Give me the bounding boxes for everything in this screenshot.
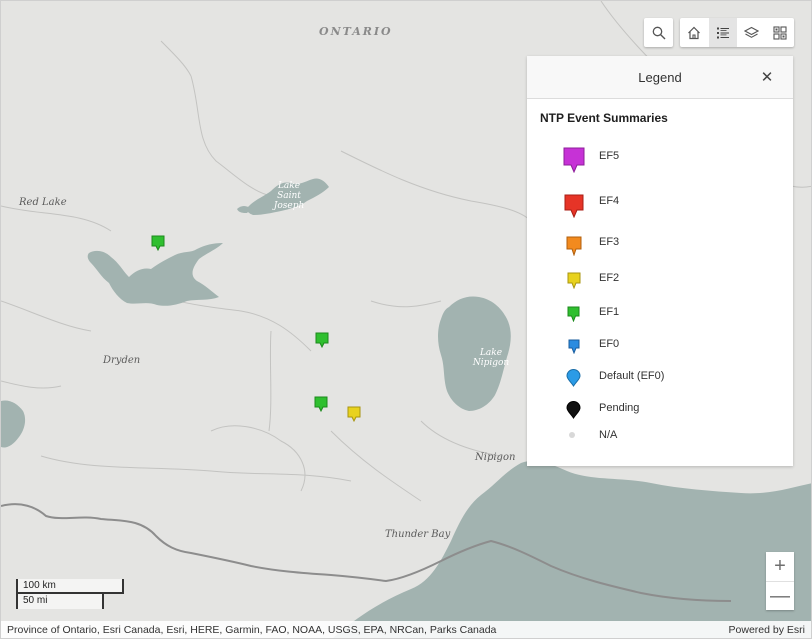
scale-bar-imperial: 50 mi — [16, 594, 104, 609]
lake-label-st-joseph: Lake Saint Joseph — [273, 181, 305, 211]
legend-symbol-ef3 — [566, 236, 582, 256]
search-button[interactable] — [644, 18, 673, 47]
legend-symbol-ef0 — [568, 339, 580, 354]
legend-layer-title: NTP Event Summaries — [540, 111, 668, 125]
home-button[interactable] — [680, 18, 709, 47]
scale-bar-metric: 100 km — [16, 579, 124, 594]
attribution-sources[interactable]: Province of Ontario, Esri Canada, Esri, … — [7, 623, 497, 636]
legend-symbol-default-ef0 — [566, 369, 581, 387]
legend-label-ef2: EF2 — [599, 272, 620, 284]
map-toolbar — [680, 18, 794, 47]
close-icon[interactable]: ✕ — [760, 69, 774, 86]
legend-label-ef1: EF1 — [599, 306, 620, 318]
attribution-bar: Province of Ontario, Esri Canada, Esri, … — [1, 621, 811, 638]
place-label-dryden: Dryden — [103, 355, 141, 366]
basemap-gallery-button[interactable] — [766, 18, 795, 47]
place-label-red-lake: Red Lake — [19, 197, 67, 208]
legend-label-default-ef0: Default (EF0) — [599, 370, 665, 382]
zoom-out-button[interactable]: — — [766, 581, 794, 610]
province-label: ONTARIO — [319, 25, 393, 38]
legend-label-ef3: EF3 — [599, 236, 620, 248]
legend-symbol-ef4 — [564, 194, 584, 218]
event-marker-ef1[interactable] — [314, 396, 328, 412]
layers-icon — [743, 26, 759, 38]
legend-symbol-ef2 — [567, 272, 581, 289]
place-label-thunder-bay: Thunder Bay — [385, 529, 451, 540]
event-marker-ef2[interactable] — [347, 406, 361, 422]
legend-symbol-na — [569, 432, 575, 438]
legend-label-ef4: EF4 — [599, 195, 620, 207]
place-label-nipigon: Nipigon — [475, 452, 516, 463]
legend-label-pending: Pending — [599, 402, 640, 414]
legend-label-ef0: EF0 — [599, 338, 620, 350]
legend-header: Legend ✕ — [527, 56, 793, 99]
zoom-in-button[interactable]: + — [774, 555, 786, 577]
legend-button[interactable] — [708, 18, 737, 47]
powered-by-esri[interactable]: Powered by Esri — [728, 623, 805, 636]
lake-label-nipigon: Lake Nipigon — [472, 348, 510, 368]
legend-panel: Legend ✕ NTP Event Summaries EF5 EF4 EF3… — [527, 56, 793, 466]
legend-label-ef5: EF5 — [599, 150, 620, 162]
zoom-control: + — — [766, 552, 794, 610]
legend-symbol-ef5 — [563, 147, 585, 173]
event-marker-ef1[interactable] — [151, 235, 165, 251]
legend-symbol-ef1 — [567, 306, 580, 322]
event-marker-ef1[interactable] — [315, 332, 329, 348]
legend-icon — [716, 27, 729, 38]
home-icon — [688, 26, 701, 39]
scale-bar: 100 km 50 mi — [16, 579, 126, 609]
basemap-gallery-icon — [773, 25, 787, 40]
search-icon — [652, 26, 665, 39]
legend-title: Legend — [638, 69, 682, 85]
layer-list-button[interactable] — [737, 18, 766, 47]
legend-label-na: N/A — [599, 429, 618, 441]
legend-symbol-pending — [566, 401, 581, 419]
